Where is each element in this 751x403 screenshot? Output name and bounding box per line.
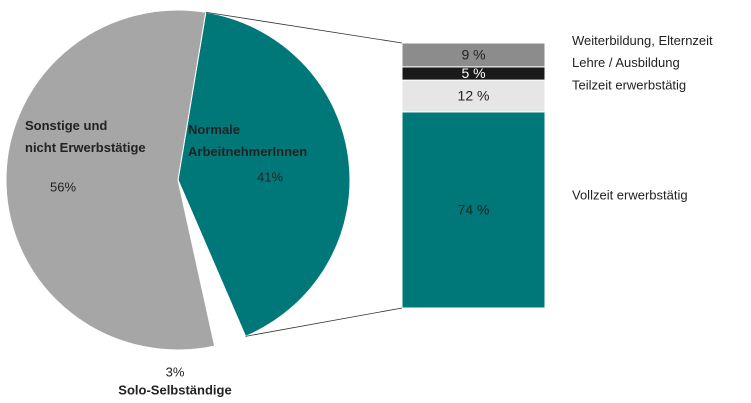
segment-value-label: 12 % <box>458 88 490 104</box>
slice-label: Sonstige und nicht Erwerbstätige <box>25 118 146 155</box>
pie-slice <box>5 9 216 351</box>
bar-segment <box>401 42 546 68</box>
bar-segment <box>401 111 546 309</box>
segment-value-label: 74 % <box>458 202 490 218</box>
legend-label: Teilzeit erwerbstätig <box>572 77 686 92</box>
slice-value-label: 41% <box>257 169 283 184</box>
segment-value-label: 5 % <box>461 65 485 81</box>
slice-label: Solo-Selbständige <box>118 382 231 397</box>
legend-label: Vollzeit erwerbstätig <box>572 187 688 202</box>
legend-label: Lehre / Ausbildung <box>572 55 680 70</box>
connector <box>205 11 403 44</box>
slice-label: Normale ArbeitnehmerInnen <box>188 122 307 159</box>
pie-slice <box>177 11 351 338</box>
segment-value-label: 9 % <box>461 47 485 63</box>
slice-value-label: 3% <box>166 364 185 379</box>
bar-segment <box>401 79 546 113</box>
connector <box>245 307 403 337</box>
slice-value-label: 56% <box>50 179 76 194</box>
legend-label: Weiterbildung, Elternzeit <box>572 33 713 48</box>
